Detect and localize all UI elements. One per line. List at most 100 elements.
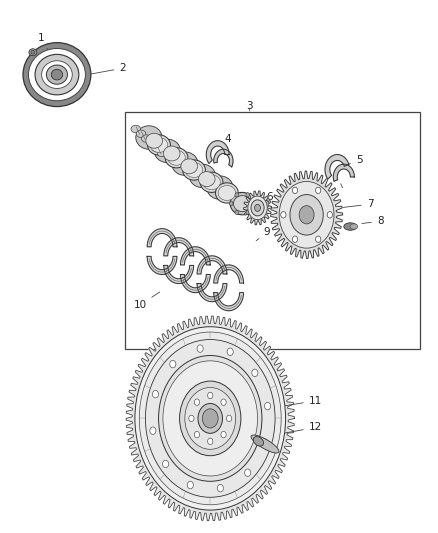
Ellipse shape (141, 135, 151, 142)
Polygon shape (126, 316, 294, 521)
Text: 3: 3 (246, 101, 253, 111)
Circle shape (208, 392, 213, 399)
Circle shape (293, 187, 297, 193)
Text: 11: 11 (252, 396, 322, 411)
Ellipse shape (215, 183, 238, 203)
Circle shape (189, 415, 194, 422)
Ellipse shape (189, 164, 215, 188)
Circle shape (246, 210, 250, 214)
Ellipse shape (42, 61, 72, 88)
Circle shape (263, 200, 269, 208)
Ellipse shape (46, 65, 67, 84)
Ellipse shape (163, 146, 180, 161)
Ellipse shape (181, 159, 198, 174)
Circle shape (230, 201, 233, 206)
Circle shape (226, 415, 232, 422)
Ellipse shape (131, 125, 141, 133)
Ellipse shape (28, 49, 85, 101)
Circle shape (198, 403, 223, 433)
Ellipse shape (147, 140, 156, 147)
Circle shape (217, 484, 223, 492)
Text: 9: 9 (256, 227, 271, 241)
Ellipse shape (253, 437, 264, 446)
Ellipse shape (233, 196, 251, 212)
Ellipse shape (168, 150, 185, 165)
Polygon shape (244, 191, 272, 225)
Circle shape (315, 187, 321, 193)
Text: 6: 6 (266, 192, 273, 201)
Polygon shape (325, 155, 349, 179)
Ellipse shape (148, 135, 170, 155)
Circle shape (262, 439, 268, 446)
Ellipse shape (251, 435, 279, 453)
Polygon shape (333, 164, 354, 181)
Circle shape (194, 399, 200, 406)
Circle shape (159, 356, 262, 481)
Circle shape (227, 348, 233, 356)
Text: 7: 7 (342, 199, 374, 209)
Circle shape (244, 469, 251, 477)
Circle shape (252, 369, 258, 377)
Polygon shape (214, 149, 233, 167)
Circle shape (139, 332, 281, 505)
Polygon shape (180, 274, 210, 293)
Ellipse shape (218, 185, 236, 200)
Text: 1: 1 (38, 34, 48, 51)
Circle shape (150, 427, 156, 434)
Circle shape (293, 236, 297, 243)
Circle shape (327, 212, 332, 218)
Ellipse shape (183, 160, 205, 180)
Circle shape (248, 196, 267, 220)
Circle shape (185, 387, 236, 449)
Polygon shape (214, 293, 244, 311)
Polygon shape (214, 265, 244, 283)
Polygon shape (147, 229, 177, 247)
Ellipse shape (23, 43, 91, 107)
Circle shape (265, 402, 271, 410)
Circle shape (254, 204, 261, 212)
Circle shape (202, 409, 218, 428)
Polygon shape (147, 256, 177, 274)
Circle shape (208, 438, 213, 445)
Circle shape (163, 361, 258, 476)
Ellipse shape (198, 172, 215, 187)
Bar (125, 112, 420, 349)
Text: 10: 10 (134, 292, 160, 310)
Polygon shape (164, 265, 194, 284)
Text: 2: 2 (90, 63, 126, 74)
Circle shape (135, 327, 286, 510)
Ellipse shape (154, 139, 180, 163)
Circle shape (170, 360, 176, 368)
Circle shape (145, 340, 275, 497)
Text: 8: 8 (362, 216, 384, 226)
Circle shape (251, 200, 264, 216)
Text: 4: 4 (221, 134, 231, 151)
Circle shape (221, 399, 226, 406)
Ellipse shape (35, 54, 79, 95)
Circle shape (221, 431, 226, 438)
Circle shape (197, 345, 203, 352)
Ellipse shape (200, 172, 223, 192)
Ellipse shape (203, 175, 220, 190)
Ellipse shape (51, 69, 63, 80)
Circle shape (194, 431, 200, 438)
Polygon shape (197, 256, 227, 274)
Circle shape (246, 193, 250, 197)
Ellipse shape (230, 192, 254, 215)
Circle shape (281, 212, 286, 218)
Ellipse shape (31, 50, 35, 54)
Ellipse shape (136, 130, 146, 138)
Circle shape (299, 206, 314, 224)
Circle shape (279, 181, 334, 248)
Polygon shape (271, 171, 343, 259)
Circle shape (152, 391, 159, 398)
Ellipse shape (29, 49, 37, 55)
Polygon shape (206, 141, 229, 164)
Ellipse shape (150, 138, 168, 152)
Ellipse shape (157, 149, 167, 157)
Ellipse shape (207, 176, 233, 199)
Ellipse shape (165, 148, 188, 168)
Ellipse shape (344, 223, 357, 230)
Ellipse shape (152, 144, 162, 152)
Polygon shape (180, 247, 210, 265)
